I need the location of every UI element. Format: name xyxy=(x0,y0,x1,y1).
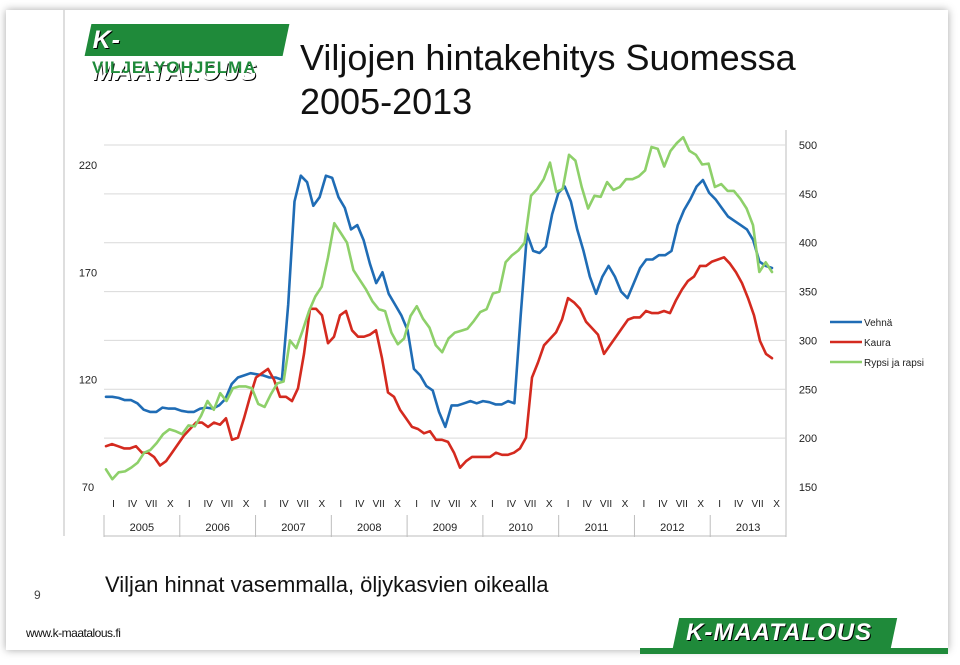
x-quarter-label: IV xyxy=(658,499,668,510)
x-quarter-label: I xyxy=(415,499,418,510)
right-tick-label: 450 xyxy=(799,189,817,201)
right-tick-label: 400 xyxy=(799,238,817,250)
x-year-label: 2011 xyxy=(585,522,609,534)
website-url: www.k-maatalous.fi xyxy=(26,626,121,640)
logo-bottom-text: K-MAATALOUS xyxy=(686,619,873,646)
x-quarter-label: X xyxy=(697,499,704,510)
x-year-label: 2012 xyxy=(660,522,684,534)
series-line-kaura xyxy=(104,255,774,470)
x-quarter-label: VII xyxy=(373,499,385,510)
series-line-vehnä xyxy=(104,174,774,429)
x-quarter-label: IV xyxy=(507,499,517,510)
right-tick-label: 500 xyxy=(799,140,817,152)
x-quarter-label: X xyxy=(470,499,477,510)
x-quarter-label: I xyxy=(491,499,494,510)
x-year-label: 2010 xyxy=(509,522,533,534)
x-quarter-label: IV xyxy=(279,499,289,510)
legend-label: Vehnä xyxy=(864,318,893,329)
legend-label: Kaura xyxy=(864,338,891,349)
x-quarter-label: X xyxy=(394,499,401,510)
series-line-rypsi-ja-rapsi xyxy=(104,135,774,481)
x-quarter-label: I xyxy=(339,499,342,510)
x-quarter-label: VII xyxy=(145,499,157,510)
logo-top-subtitle: VILJELYOHJELMA xyxy=(92,58,257,77)
page-number: 9 xyxy=(34,588,41,602)
x-quarter-label: I xyxy=(188,499,191,510)
left-tick-label: 170 xyxy=(79,267,97,279)
x-quarter-label: VII xyxy=(448,499,460,510)
x-quarter-label: X xyxy=(622,499,629,510)
x-quarter-label: X xyxy=(546,499,553,510)
x-year-label: 2006 xyxy=(205,522,229,534)
left-tick-label: 70 xyxy=(82,482,94,494)
right-tick-label: 150 xyxy=(799,482,817,494)
right-tick-label: 300 xyxy=(799,335,817,347)
right-tick-label: 200 xyxy=(799,433,817,445)
x-quarter-label: IV xyxy=(582,499,592,510)
slide-subtitle: Viljan hinnat vasemmalla, öljykasvien oi… xyxy=(105,572,549,597)
x-quarter-label: I xyxy=(643,499,646,510)
x-quarter-label: I xyxy=(718,499,721,510)
x-quarter-label: I xyxy=(112,499,115,510)
right-tick-label: 350 xyxy=(799,287,817,299)
x-year-label: 2008 xyxy=(357,522,381,534)
x-quarter-label: IV xyxy=(431,499,441,510)
x-quarter-label: IV xyxy=(734,499,744,510)
x-year-label: 2013 xyxy=(736,522,760,534)
right-tick-label: 250 xyxy=(799,384,817,396)
x-quarter-label: I xyxy=(567,499,570,510)
title-line-1: Viljojen hintakehitys Suomessa xyxy=(300,37,796,78)
x-quarter-label: VII xyxy=(297,499,309,510)
slide xyxy=(6,10,948,650)
k-maatalous-logo-top: K-MAATALOUS VILJELYOHJELMA xyxy=(84,22,290,86)
x-quarter-label: IV xyxy=(203,499,213,510)
x-quarter-label: X xyxy=(319,499,326,510)
x-quarter-label: X xyxy=(773,499,780,510)
slide-title: Viljojen hintakehitys Suomessa 2005-2013 xyxy=(300,36,796,124)
x-quarter-label: VII xyxy=(600,499,612,510)
footer-bar xyxy=(640,648,948,654)
x-quarter-label: IV xyxy=(355,499,365,510)
x-year-label: 2009 xyxy=(433,522,457,534)
x-quarter-label: X xyxy=(167,499,174,510)
x-quarter-label: VII xyxy=(751,499,763,510)
left-tick-label: 220 xyxy=(79,160,97,172)
legend-label: Rypsi ja rapsi xyxy=(864,358,924,369)
x-quarter-label: VII xyxy=(221,499,233,510)
x-quarter-label: X xyxy=(243,499,250,510)
x-quarter-label: IV xyxy=(128,499,138,510)
x-year-label: 2007 xyxy=(281,522,305,534)
left-tick-label: 120 xyxy=(79,375,97,387)
x-year-label: 2005 xyxy=(130,522,154,534)
x-quarter-label: I xyxy=(264,499,267,510)
title-line-2: 2005-2013 xyxy=(300,81,473,122)
x-quarter-label: VII xyxy=(676,499,688,510)
x-quarter-label: VII xyxy=(524,499,536,510)
k-maatalous-logo-bottom: K-MAATALOUS xyxy=(672,618,898,648)
